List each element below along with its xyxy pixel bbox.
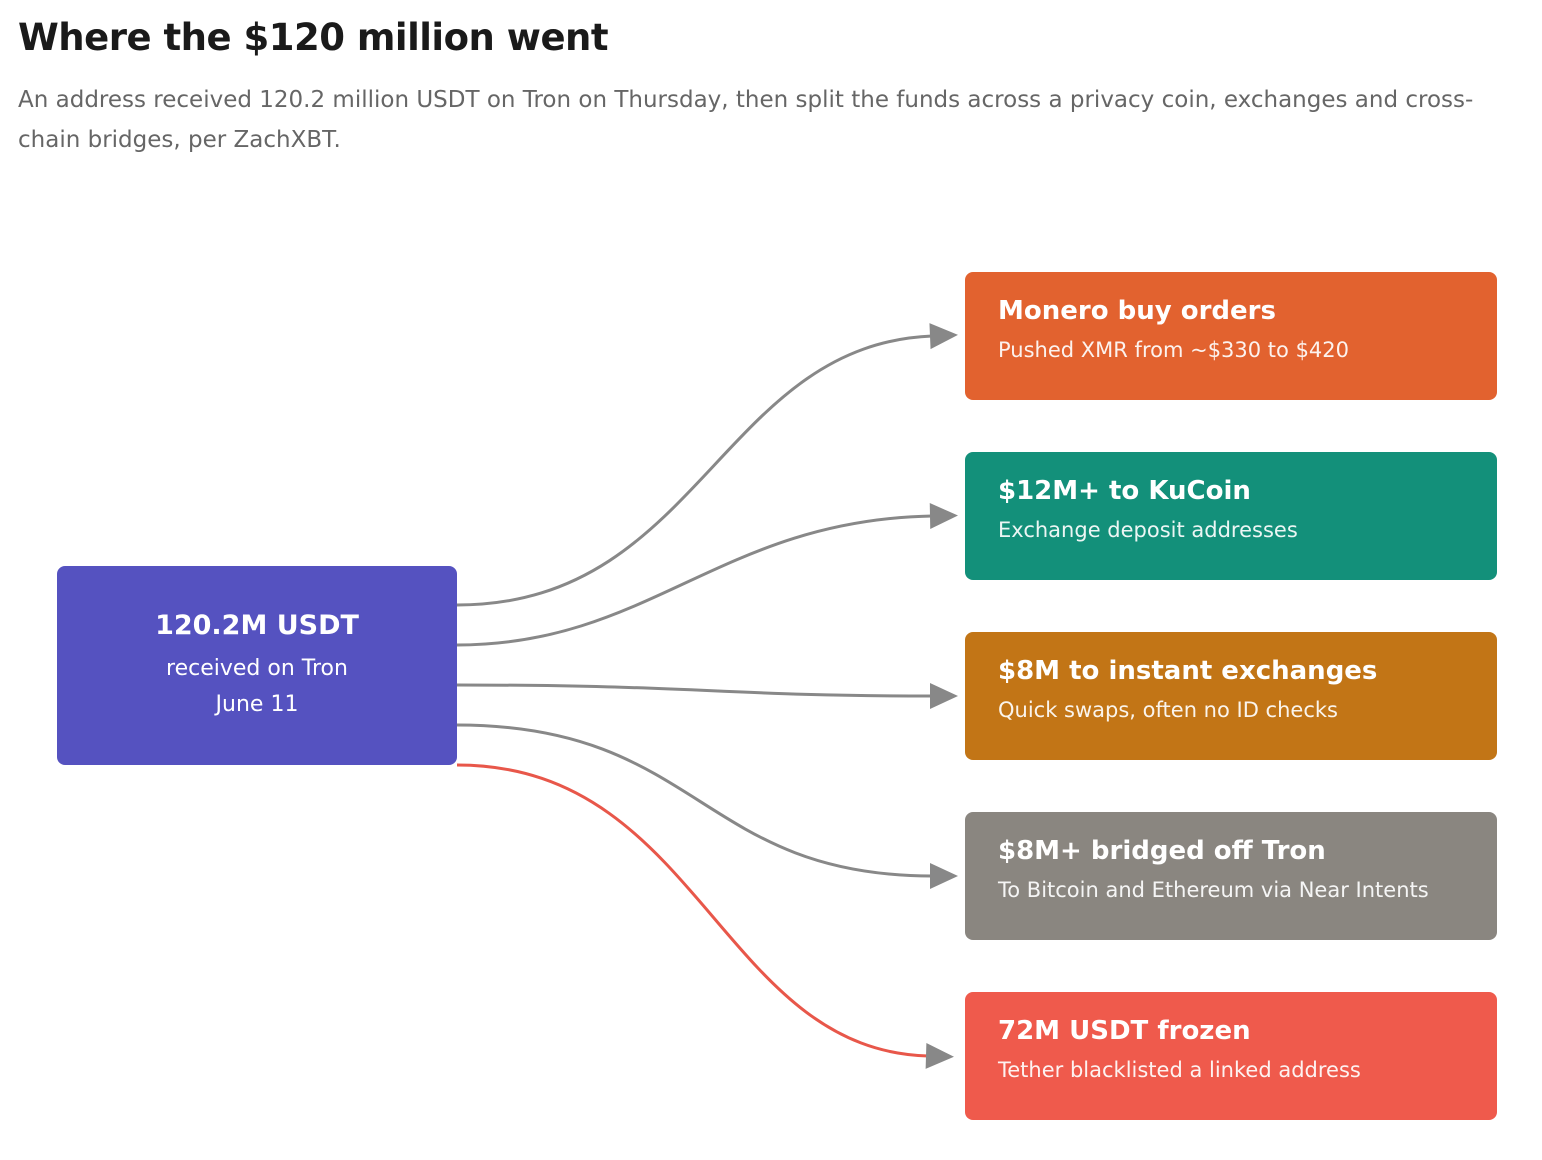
node-title: $8M+ bridged off Tron <box>998 836 1326 866</box>
node-line: June 11 <box>215 692 299 717</box>
subtitle: An address received 120.2 million USDT o… <box>18 87 1474 153</box>
node-title: Monero buy orders <box>998 296 1276 326</box>
node-subtitle: To Bitcoin and Ethereum via Near Intents <box>998 878 1429 902</box>
arrow <box>456 323 958 607</box>
node-title: $12M+ to KuCoin <box>998 476 1251 506</box>
node-subtitle: Exchange deposit addresses <box>998 518 1298 542</box>
target-node: 72M USDT frozen Tether blacklisted a link… <box>965 992 1497 1120</box>
source-node: 120.2M USDT received on Tron June 11 <box>57 566 457 765</box>
arrow <box>456 682 958 709</box>
target-node: $8M to instant exchanges Quick swaps, oft… <box>965 632 1497 760</box>
node-title: $8M to instant exchanges <box>998 656 1378 686</box>
node-subtitle: Tether blacklisted a linked address <box>998 1058 1361 1082</box>
node-subtitle: Quick swaps, often no ID checks <box>998 698 1338 722</box>
arrow <box>456 763 954 1069</box>
target-node: $8M+ bridged off Tron To Bitcoin and Ethe… <box>965 812 1497 940</box>
node-title: 120.2M USDT <box>155 610 359 641</box>
arrow <box>456 723 958 889</box>
title: Where the $120 million went <box>18 16 609 59</box>
node-subtitle: Pushed XMR from ~$330 to $420 <box>998 338 1350 362</box>
node-line: received on Tron <box>166 656 348 681</box>
target-node: Monero buy orders Pushed XMR from ~$330 t… <box>965 272 1497 400</box>
node-title: 72M USDT frozen <box>998 1016 1251 1046</box>
target-node: $12M+ to KuCoin Exchange deposit addresse… <box>965 452 1497 580</box>
arrow <box>456 503 958 647</box>
